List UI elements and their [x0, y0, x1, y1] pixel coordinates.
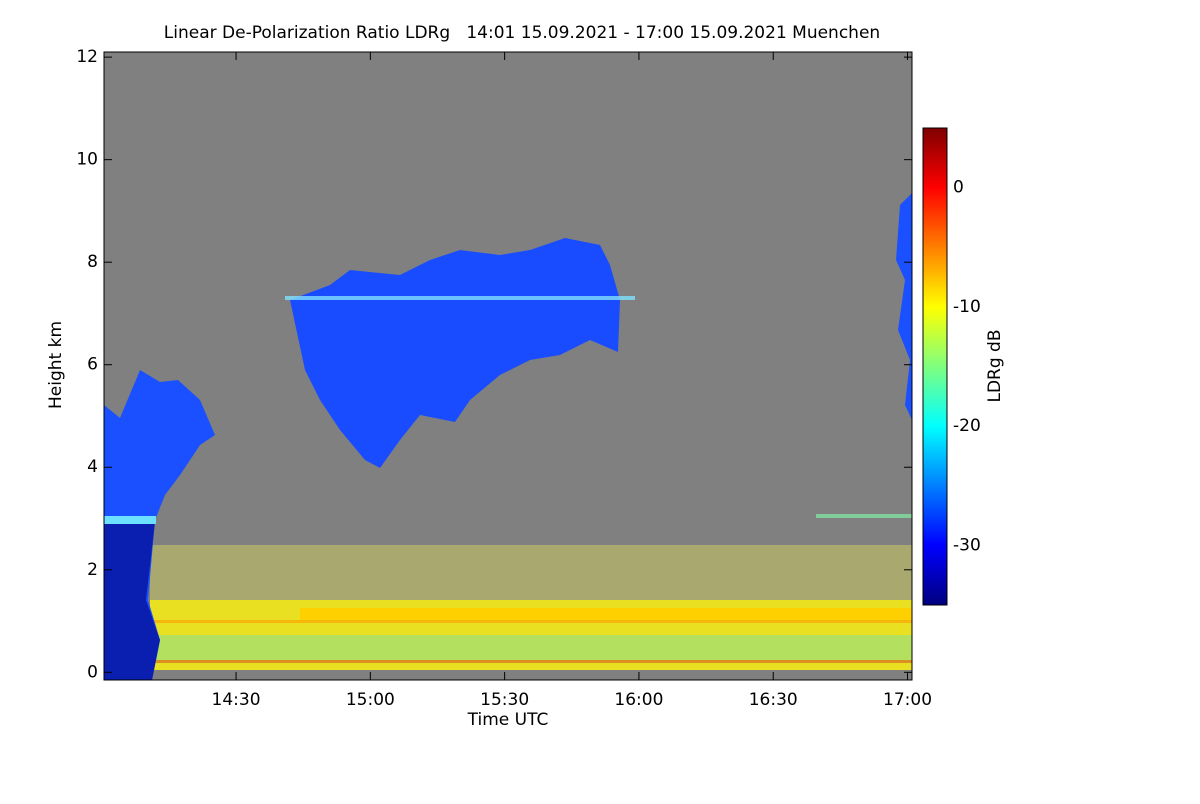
aerosol-stripe — [104, 620, 912, 623]
y-tick-label: 6 — [87, 355, 98, 375]
cloud-layer — [816, 514, 912, 518]
cloud-base — [104, 520, 160, 680]
chart-title: Linear De-Polarization Ratio LDRg 14:01 … — [164, 23, 880, 43]
colorbar-tick-label: -20 — [953, 416, 981, 436]
cloud — [290, 238, 620, 468]
y-tick-label: 0 — [87, 662, 98, 682]
axes: 0 2 4 6 8 10 12 14:30 15:00 15:30 16:00 16:30 17:00 0… — [76, 47, 980, 710]
x-tick-label: 16:30 — [749, 690, 798, 710]
aerosol-layer-green — [150, 635, 912, 660]
colorbar-tick-label: -30 — [953, 535, 981, 555]
x-tick-label: 15:30 — [480, 690, 529, 710]
y-tick-label: 10 — [76, 150, 98, 170]
y-tick-label: 4 — [87, 457, 98, 477]
x-tick-label: 17:00 — [883, 690, 932, 710]
plot-field — [104, 52, 912, 680]
colorbar-label: LDRg dB — [985, 329, 1005, 402]
cloud-layer — [285, 296, 635, 300]
y-tick-label: 8 — [87, 252, 98, 272]
cloud-layer — [104, 516, 156, 524]
x-axis-label: Time UTC — [467, 710, 549, 730]
x-tick-label: 15:00 — [346, 690, 395, 710]
x-tick-label: 16:00 — [614, 690, 663, 710]
x-tick-label: 14:30 — [212, 690, 261, 710]
y-tick-label: 12 — [76, 47, 98, 67]
aerosol-stripe — [300, 608, 912, 620]
colorbar-tick-label: 0 — [953, 178, 964, 198]
y-axis-label: Height km — [46, 321, 66, 409]
colorbar-tick-label: -10 — [953, 297, 981, 317]
y-tick-label: 2 — [87, 560, 98, 580]
aerosol-stripe — [104, 660, 912, 663]
cloud — [896, 193, 912, 420]
colorbar — [922, 127, 948, 606]
plot-frame — [103, 51, 913, 681]
